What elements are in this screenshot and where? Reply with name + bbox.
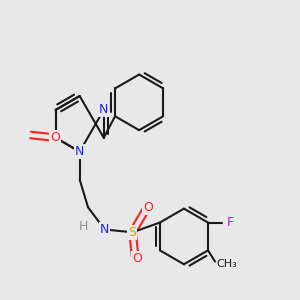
- Text: N: N: [75, 145, 84, 158]
- Text: N: N: [99, 103, 108, 116]
- Text: O: O: [132, 252, 142, 266]
- Text: F: F: [227, 216, 234, 229]
- Text: CH₃: CH₃: [216, 259, 237, 269]
- Text: O: O: [143, 200, 153, 214]
- Text: H: H: [79, 220, 88, 233]
- Text: N: N: [100, 223, 110, 236]
- Text: S: S: [128, 226, 136, 239]
- Text: O: O: [50, 130, 60, 144]
